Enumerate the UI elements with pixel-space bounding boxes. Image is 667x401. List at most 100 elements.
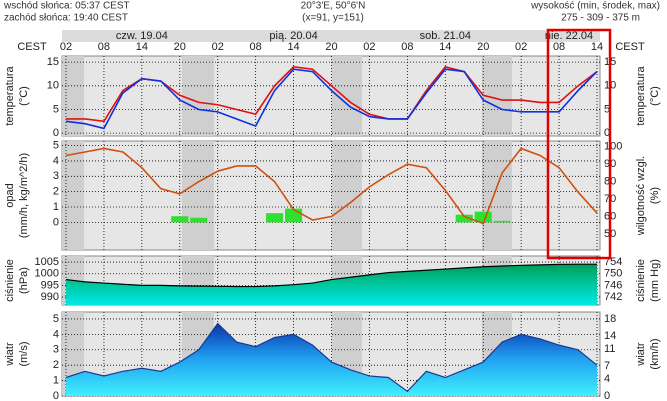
y2-tick-label: 100: [604, 141, 622, 153]
y-tick-label: 0: [53, 390, 59, 401]
axis-title: (mm/h, kg/m^2/h): [18, 153, 30, 238]
x-tick-label: 14: [287, 41, 299, 53]
y-tick-label: 5: [53, 140, 59, 152]
line: [65, 263, 597, 288]
y-tick-label: 4: [53, 155, 59, 167]
night-band: [182, 141, 214, 250]
y2-tick-label: 742: [604, 291, 622, 303]
night-band: [62, 141, 84, 250]
gridpoint: (x=91, y=151): [302, 13, 364, 24]
x-tick-label: 02: [212, 41, 224, 53]
y-tick-label: 3: [53, 344, 59, 356]
y-tick-label: 1000: [35, 268, 59, 280]
tz-label: CEST: [17, 41, 47, 53]
y2-tick-label: 18: [604, 313, 616, 325]
x-tick-label: 14: [136, 41, 148, 53]
y-tick-label: 0: [53, 216, 59, 228]
axis-title: wiatr: [635, 342, 647, 367]
y2-tick-label: 7: [604, 360, 610, 372]
x-tick-label: 08: [401, 41, 413, 53]
precip-bar: [190, 217, 208, 223]
day-label: sob. 21.04: [420, 30, 471, 42]
axis-title: (hPa): [18, 267, 30, 294]
axis-title: wiatr: [4, 342, 16, 367]
axis-title: wilgotność wzgl.: [635, 156, 647, 236]
y-tick-label: 990: [41, 291, 59, 303]
precip-bar: [493, 220, 511, 223]
axis-title: (°C): [649, 86, 661, 106]
y2-tick-label: 11: [604, 343, 615, 355]
y2-tick-label: 750: [604, 268, 622, 280]
sunrise: wschód słońca: 05:37 CEST: [3, 1, 130, 12]
x-tick-label: 02: [60, 41, 72, 53]
x-tick-label: 14: [439, 41, 451, 53]
elevation: 275 - 309 - 375 m: [561, 13, 640, 24]
y-tick-label: 3: [53, 170, 59, 182]
y2-tick-label: 0: [604, 390, 610, 401]
y-tick-label: 5: [53, 103, 59, 115]
y-tick-label: 1: [53, 374, 59, 386]
axis-title: temperatura: [635, 65, 647, 125]
precip-bar: [474, 211, 492, 223]
axis-title: (°C): [18, 86, 30, 106]
x-tick-label: 14: [591, 41, 603, 53]
plot-bg: [61, 140, 601, 251]
night-band: [332, 141, 362, 250]
axis-title: (%): [649, 187, 661, 204]
tz-label: CEST: [615, 41, 645, 53]
axis-title: (km/h): [649, 338, 661, 369]
day-label: nie. 22.04: [545, 30, 593, 42]
elevation-title: wysokość (min, środek, max): [530, 1, 660, 12]
x-tick-label: 08: [553, 41, 565, 53]
y-tick-label: 5: [53, 313, 59, 325]
x-tick-label: 08: [98, 41, 110, 53]
y2-tick-label: 0: [604, 127, 610, 139]
y-tick-label: 2: [53, 186, 59, 198]
night-band: [482, 141, 512, 250]
coords: 20°3'E, 50°6'N: [301, 1, 366, 12]
y-tick-label: 1: [53, 201, 59, 213]
y-tick-label: 4: [53, 328, 59, 340]
precip-bar: [285, 208, 303, 223]
y2-tick-label: 746: [604, 279, 622, 291]
line: [65, 322, 598, 393]
x-tick-label: 20: [174, 41, 186, 53]
day-strip: [62, 30, 600, 42]
y-tick-label: 15: [47, 56, 59, 68]
line: [65, 68, 598, 130]
y-tick-label: 0: [53, 127, 59, 139]
y2-tick-label: 5: [604, 103, 610, 115]
plot-bg: [61, 55, 601, 137]
line: [65, 147, 598, 225]
axis-title: (mm Hg): [649, 259, 661, 302]
night-band: [182, 56, 214, 136]
day-label: pią. 20.04: [269, 30, 317, 42]
axis-title: temperatura: [4, 65, 16, 125]
axis-title: ciśnienie: [635, 259, 647, 302]
y-tick-label: 1005: [35, 256, 59, 268]
header: wschód słońca: 05:37 CEST zachód słońca:…: [3, 1, 660, 24]
night-band: [332, 56, 362, 136]
y2-tick-label: 14: [604, 330, 616, 342]
sunset: zachód słońca: 19:40 CEST: [4, 13, 128, 24]
axis-title: ciśnienie: [4, 259, 16, 302]
day-label: czw. 19.04: [116, 30, 168, 42]
x-tick-label: 08: [250, 41, 262, 53]
x-tick-label: 02: [363, 41, 375, 53]
axis-title: opad: [4, 183, 16, 207]
precip-bar: [455, 214, 473, 223]
night-band: [62, 56, 84, 136]
y-tick-label: 10: [47, 80, 59, 92]
y-tick-label: 2: [53, 359, 59, 371]
y2-tick-label: 4: [604, 373, 610, 385]
area: [66, 323, 597, 396]
axis-title: (m/s): [18, 341, 30, 366]
x-tick-label: 20: [325, 41, 337, 53]
precip-bar: [266, 213, 284, 223]
y-tick-label: 995: [41, 279, 59, 291]
x-tick-label: 20: [477, 41, 489, 53]
x-tick-label: 02: [515, 41, 527, 53]
highlight-box: [546, 28, 612, 260]
